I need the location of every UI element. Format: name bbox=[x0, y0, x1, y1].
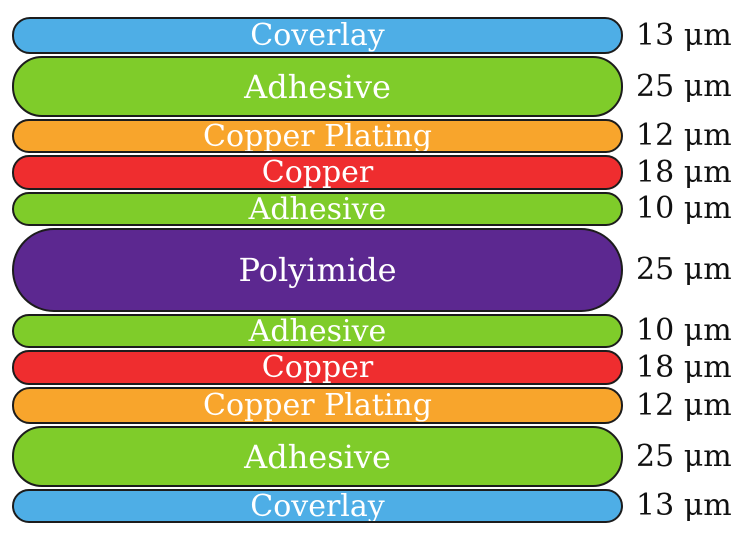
layer-label: Polyimide bbox=[238, 251, 397, 289]
layer-polyimide: Polyimide bbox=[12, 228, 623, 312]
layer-adhesive: Adhesive bbox=[12, 426, 623, 487]
layer-label: Coverlay bbox=[250, 489, 385, 523]
layer-thickness-label: 12 μm bbox=[636, 387, 732, 423]
layer-label: Coverlay bbox=[250, 18, 385, 53]
layer-thickness-label: 18 μm bbox=[636, 349, 732, 385]
layer-thickness-label: 10 μm bbox=[636, 313, 732, 348]
layer-adhesive: Adhesive bbox=[12, 192, 623, 226]
layer-thickness-label: 25 μm bbox=[636, 68, 732, 104]
layer-copper-plating: Copper Plating bbox=[12, 119, 623, 153]
layer-label: Copper bbox=[261, 155, 374, 190]
layer-thickness-label: 25 μm bbox=[636, 252, 732, 287]
layer-label: Adhesive bbox=[248, 314, 387, 348]
layer-adhesive: Adhesive bbox=[12, 56, 623, 117]
layer-thickness-label: 18 μm bbox=[636, 154, 732, 190]
layer-label: Adhesive bbox=[244, 437, 391, 476]
layer-label: Adhesive bbox=[244, 67, 391, 106]
layer-coverlay: Coverlay bbox=[12, 489, 623, 523]
layer-label: Copper bbox=[261, 350, 374, 385]
layer-thickness-label: 12 μm bbox=[636, 118, 732, 153]
layer-copper: Copper bbox=[12, 350, 623, 385]
layer-thickness-label: 13 μm bbox=[636, 17, 732, 53]
layer-thickness-label: 13 μm bbox=[636, 488, 732, 523]
layer-copper: Copper bbox=[12, 155, 623, 190]
layer-label: Adhesive bbox=[248, 192, 387, 226]
layer-label: Copper Plating bbox=[203, 119, 432, 153]
layer-thickness-label: 10 μm bbox=[636, 191, 732, 226]
layer-coverlay: Coverlay bbox=[12, 17, 623, 54]
layer-copper-plating: Copper Plating bbox=[12, 387, 623, 424]
layer-label: Copper Plating bbox=[203, 388, 432, 423]
layer-thickness-label: 25 μm bbox=[636, 438, 732, 474]
layer-adhesive: Adhesive bbox=[12, 314, 623, 348]
